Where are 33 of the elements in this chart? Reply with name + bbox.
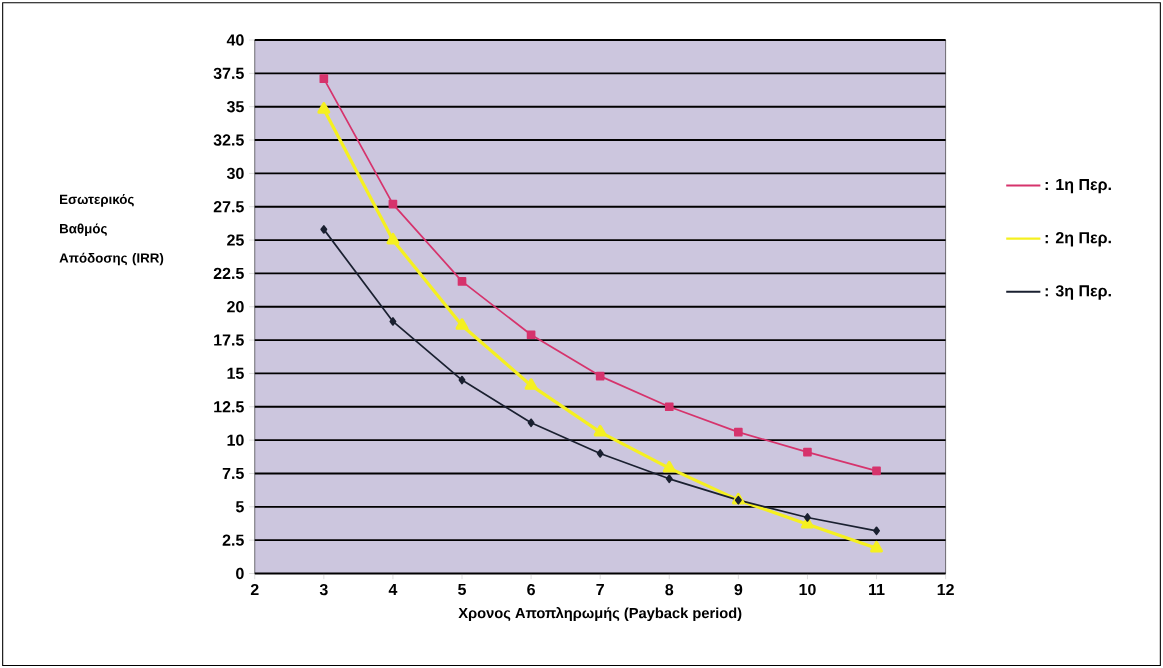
- y-tick-label: 20: [227, 301, 244, 313]
- x-tick-label: 5: [458, 583, 467, 595]
- y-tick-label: 32.5: [213, 134, 244, 146]
- legend-label: : 3η Περ.: [1045, 285, 1111, 300]
- text: Εσωτερικός Βαθμός Απόδοσης (IRR): [59, 193, 164, 266]
- x-tick-label: 3: [319, 583, 328, 596]
- y-tick-label: 15: [227, 367, 244, 379]
- y-tick-label: 12.5: [214, 401, 244, 413]
- x-tick-label: 12: [937, 583, 954, 595]
- x-tick-label: 10: [799, 583, 816, 596]
- y-tick-label: 35: [226, 100, 244, 113]
- x-tick-label: 6: [527, 583, 535, 596]
- legend-label: : 1η Περ.: [1045, 178, 1111, 194]
- x-tick-label: 7: [596, 583, 604, 595]
- x-tick-label: 4: [388, 583, 398, 595]
- y-tick-label: 22.5: [213, 267, 244, 279]
- y-tick-label: 10: [227, 434, 244, 446]
- x-tick-label: 8: [665, 583, 674, 596]
- x-axis-title: Χρονος Αποπληρωμής (Payback period): [458, 606, 742, 622]
- y-tick-label: 2.5: [222, 534, 244, 546]
- y-tick-label: 30: [226, 167, 244, 179]
- y-tick-label: 17.5: [214, 334, 244, 346]
- y-tick-label: 27.5: [213, 200, 244, 213]
- x-tick-label: 11: [869, 583, 885, 595]
- legend-label: : 2η Περ.: [1045, 231, 1111, 247]
- y-tick-label: 0: [236, 567, 244, 580]
- y-tick-label: 7.5: [222, 467, 244, 479]
- y-tick-label: 40: [226, 34, 244, 46]
- y-tick-label: 25: [227, 234, 244, 246]
- y-tick-label: 5: [235, 501, 244, 513]
- y-tick-label: 37.5: [213, 67, 244, 79]
- x-tick-label: 9: [734, 583, 743, 596]
- x-tick-label: 2: [250, 583, 259, 595]
